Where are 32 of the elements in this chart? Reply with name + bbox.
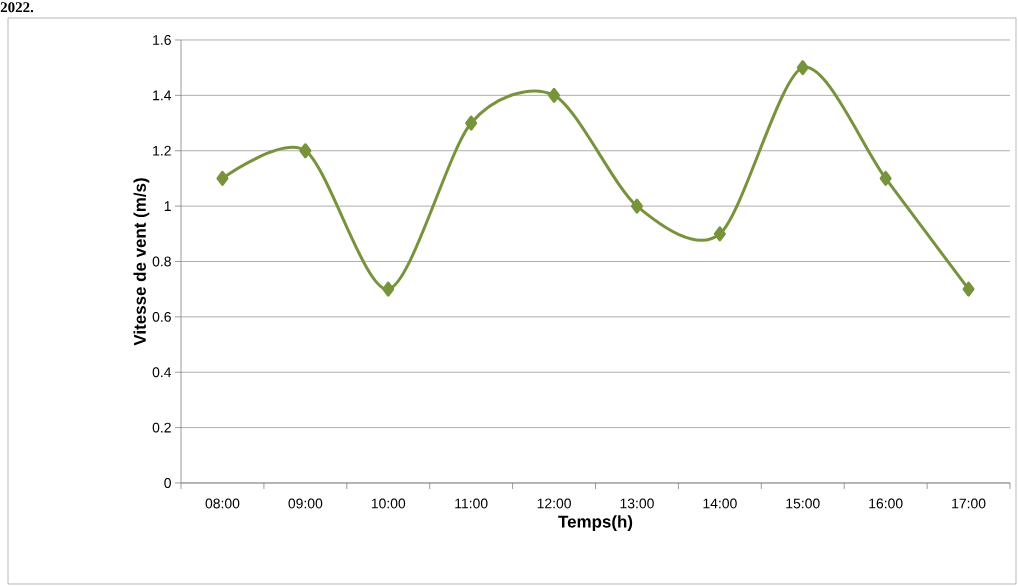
x-tick-label: 13:00 — [620, 498, 654, 509]
x-tick-label: 17:00 — [952, 498, 986, 509]
y-tick-label: 0.2 — [152, 422, 171, 433]
point — [962, 281, 975, 297]
point — [299, 143, 312, 159]
x-tick-label: 08:00 — [205, 498, 240, 509]
point — [382, 281, 395, 297]
point — [879, 170, 892, 186]
y-tick-label: 1.6 — [153, 35, 171, 45]
y-tick-label: 1 — [164, 201, 171, 211]
x-tick-label: 12:00 — [537, 498, 571, 509]
x-tick-label: 15:00 — [786, 498, 820, 509]
point — [796, 60, 809, 76]
y-tick-label: 0.8 — [152, 256, 171, 267]
point — [216, 170, 229, 186]
point — [713, 226, 726, 242]
y-tick-label: 0 — [164, 478, 171, 488]
y-tick-label: 1.2 — [153, 145, 171, 156]
x-tick-label: 16:00 — [869, 498, 903, 509]
point — [548, 87, 561, 103]
x-axis-title: Temps(h) — [558, 515, 633, 532]
point — [465, 115, 478, 131]
x-tick-label: 14:00 — [703, 498, 737, 509]
y-axis-title: Vitesse de vent (m/s) — [133, 178, 150, 346]
text: 2022. — [0, 2, 34, 13]
y-tick-label: 0.4 — [152, 367, 172, 378]
y-tick-label: 0.6 — [152, 311, 171, 322]
x-tick-label: 10:00 — [371, 498, 406, 509]
x-tick-label: 09:00 — [288, 498, 323, 509]
y-tick-label: 1.4 — [153, 90, 172, 101]
x-tick-label: 11:00 — [455, 498, 488, 509]
point — [630, 198, 643, 214]
